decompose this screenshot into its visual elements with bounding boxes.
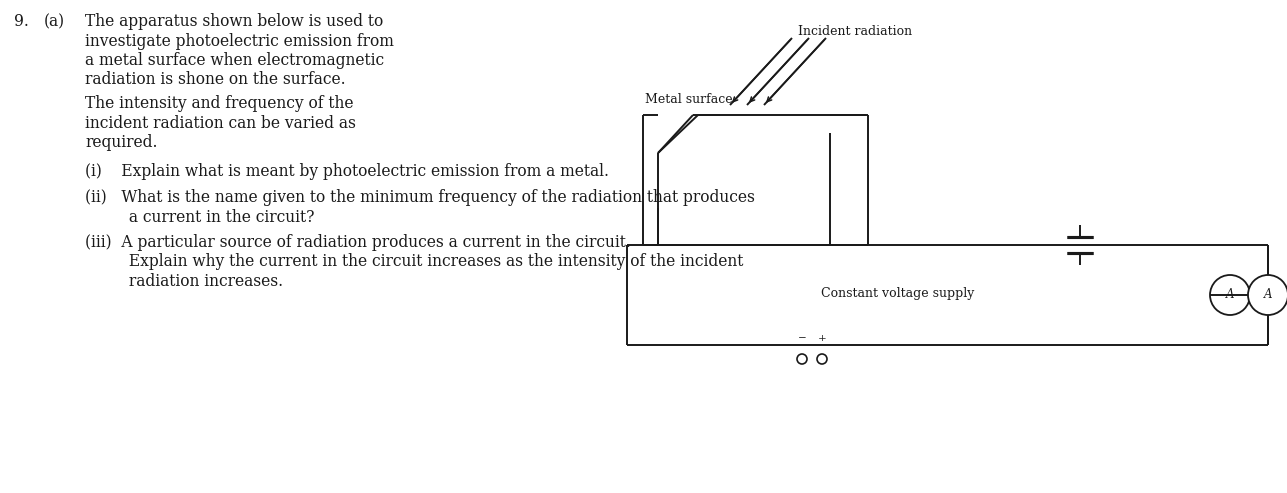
- Text: radiation increases.: radiation increases.: [85, 273, 283, 290]
- Text: The apparatus shown below is used to: The apparatus shown below is used to: [85, 13, 384, 30]
- Text: +: +: [817, 334, 826, 343]
- Text: (a): (a): [44, 13, 66, 30]
- Text: a current in the circuit?: a current in the circuit?: [85, 209, 314, 225]
- Text: radiation is shone on the surface.: radiation is shone on the surface.: [85, 71, 346, 89]
- Text: incident radiation can be varied as: incident radiation can be varied as: [85, 114, 356, 132]
- Text: (iii)  A particular source of radiation produces a current in the circuit.: (iii) A particular source of radiation p…: [85, 234, 631, 251]
- Text: Metal surface: Metal surface: [645, 93, 732, 106]
- Text: (ii)   What is the name given to the minimum frequency of the radiation that pro: (ii) What is the name given to the minim…: [85, 189, 755, 206]
- Text: A: A: [1225, 288, 1234, 302]
- Text: −: −: [798, 334, 807, 343]
- Text: Incident radiation: Incident radiation: [798, 25, 912, 38]
- Text: investigate photoelectric emission from: investigate photoelectric emission from: [85, 33, 394, 49]
- Text: A: A: [1264, 288, 1273, 302]
- Text: (i)    Explain what is meant by photoelectric emission from a metal.: (i) Explain what is meant by photoelectr…: [85, 164, 609, 180]
- Text: Explain why the current in the circuit increases as the intensity of the inciden: Explain why the current in the circuit i…: [85, 253, 744, 271]
- Text: 9.: 9.: [14, 13, 28, 30]
- Circle shape: [1248, 275, 1287, 315]
- Text: required.: required.: [85, 134, 157, 151]
- Text: The intensity and frequency of the: The intensity and frequency of the: [85, 95, 354, 112]
- Text: Constant voltage supply: Constant voltage supply: [821, 286, 974, 300]
- Text: a metal surface when electromagnetic: a metal surface when electromagnetic: [85, 52, 384, 69]
